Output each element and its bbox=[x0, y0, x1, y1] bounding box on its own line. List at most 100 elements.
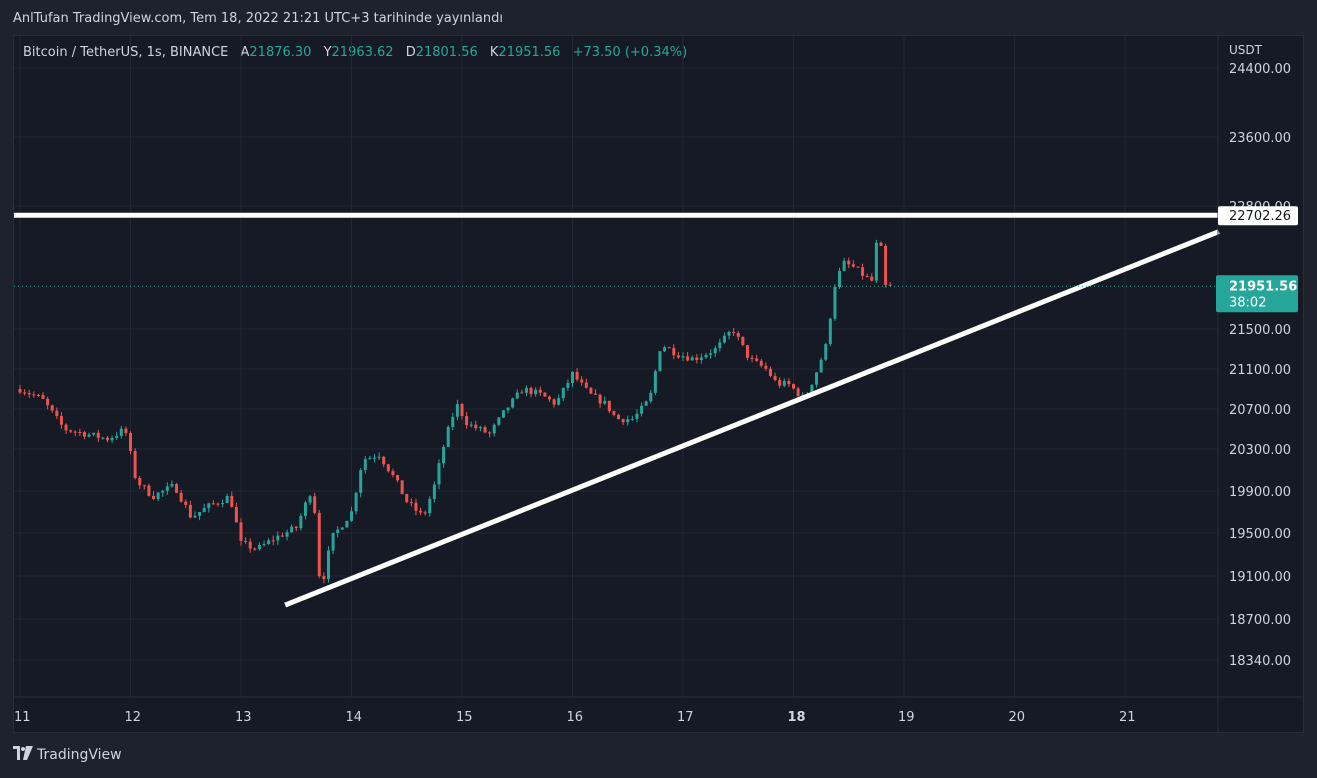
candle-body bbox=[561, 387, 565, 399]
candle-body bbox=[603, 400, 607, 404]
tradingview-logo-icon[interactable] bbox=[13, 746, 33, 764]
candle-body bbox=[368, 457, 372, 460]
candle-body bbox=[511, 398, 515, 408]
resistance-price-label: 22702.26 bbox=[1229, 209, 1291, 224]
candle-body bbox=[202, 508, 206, 513]
candle-body bbox=[350, 511, 353, 521]
candle-body bbox=[644, 401, 648, 406]
candle-body bbox=[626, 419, 630, 423]
chart-frame[interactable] bbox=[13, 35, 1304, 733]
candle-body bbox=[492, 424, 496, 434]
candle-body bbox=[221, 503, 225, 505]
price-tick-label: 18700.00 bbox=[1229, 613, 1291, 628]
candle-body bbox=[474, 424, 478, 429]
candle-body bbox=[170, 484, 174, 487]
candle-body bbox=[32, 394, 36, 396]
candle-body bbox=[119, 428, 123, 436]
candle-body bbox=[69, 430, 73, 432]
candle-body bbox=[179, 492, 183, 502]
candle-body bbox=[23, 392, 27, 394]
candle-body bbox=[759, 360, 763, 366]
support-trendline bbox=[284, 229, 1220, 608]
candle-body bbox=[607, 400, 611, 412]
candle-body bbox=[538, 389, 542, 393]
candle-body bbox=[64, 424, 68, 431]
resistance-price-box bbox=[1218, 206, 1298, 226]
candle-body bbox=[658, 351, 662, 372]
candle-body bbox=[460, 404, 464, 417]
date-tick-label: 19 bbox=[898, 710, 915, 725]
price-tick-label: 23600.00 bbox=[1229, 131, 1291, 146]
candle-body bbox=[451, 416, 455, 427]
candle-body bbox=[46, 398, 50, 406]
candle-body bbox=[635, 413, 639, 419]
candle-body bbox=[571, 371, 574, 383]
candle-body bbox=[152, 495, 156, 499]
candle-body bbox=[386, 464, 390, 472]
candle-body bbox=[198, 512, 202, 516]
change-value: +73.50 (+0.34%) bbox=[572, 45, 688, 60]
candle-body bbox=[188, 504, 192, 518]
date-tick-label: 15 bbox=[456, 710, 473, 725]
candle-body bbox=[589, 387, 593, 394]
date-tick-label: 14 bbox=[346, 710, 363, 725]
high-value: 21963.62 bbox=[331, 45, 394, 60]
candle-body bbox=[354, 492, 358, 512]
candle-body bbox=[621, 419, 625, 423]
candle-body bbox=[207, 503, 211, 509]
candle-body bbox=[377, 456, 381, 458]
candle-body bbox=[184, 501, 188, 505]
candle-body bbox=[138, 477, 142, 486]
candle-body bbox=[105, 437, 109, 441]
candle-body bbox=[175, 484, 179, 493]
candle-body bbox=[317, 512, 321, 577]
candle-body bbox=[50, 405, 54, 411]
price-tick-label: 19100.00 bbox=[1229, 570, 1291, 585]
candle-body bbox=[267, 540, 271, 545]
candle-body bbox=[465, 416, 469, 426]
candle-body bbox=[262, 544, 266, 546]
candle-body bbox=[575, 371, 579, 380]
drawings[interactable] bbox=[14, 212, 1220, 608]
candle-body bbox=[773, 376, 777, 381]
candle-body bbox=[405, 494, 409, 503]
candle-body bbox=[755, 358, 759, 361]
candle-body bbox=[363, 459, 367, 471]
candle-body bbox=[488, 432, 492, 434]
candle-body bbox=[672, 348, 676, 356]
candle-body bbox=[566, 382, 570, 388]
candle-body bbox=[580, 379, 584, 383]
candle-body bbox=[455, 404, 459, 417]
candle-body bbox=[501, 410, 505, 418]
date-tick-label: 12 bbox=[125, 710, 142, 725]
candle-body bbox=[713, 348, 717, 354]
currency-label[interactable]: USDT bbox=[1229, 43, 1262, 57]
candle-body bbox=[36, 394, 40, 396]
candle-body bbox=[129, 433, 132, 452]
symbol-name[interactable]: Bitcoin / TetherUS, 1s, BINANCE bbox=[23, 45, 229, 60]
candle-body bbox=[663, 347, 667, 352]
price-tick-label: 20700.00 bbox=[1229, 403, 1291, 418]
date-tick-label: 18 bbox=[788, 710, 806, 725]
candle-body bbox=[879, 242, 883, 246]
candle-body bbox=[230, 495, 234, 507]
candle-body bbox=[276, 535, 280, 541]
candle-body bbox=[709, 353, 713, 355]
candle-body bbox=[211, 503, 215, 505]
candle-body bbox=[842, 260, 846, 271]
candle-body bbox=[96, 432, 100, 438]
candle-body bbox=[165, 486, 169, 491]
candle-body bbox=[161, 490, 165, 493]
candle-body bbox=[280, 535, 284, 537]
candle-body bbox=[234, 506, 238, 523]
candles bbox=[18, 239, 892, 584]
footer-brand[interactable]: TradingView bbox=[37, 747, 122, 763]
candle-body bbox=[59, 416, 63, 425]
candle-body bbox=[216, 503, 220, 505]
publication-line: AnlTufan TradingView.com, Tem 18, 2022 2… bbox=[13, 11, 503, 26]
candle-body bbox=[667, 347, 671, 349]
candle-body bbox=[497, 417, 501, 425]
candle-body bbox=[244, 540, 248, 542]
candle-body bbox=[27, 393, 31, 395]
